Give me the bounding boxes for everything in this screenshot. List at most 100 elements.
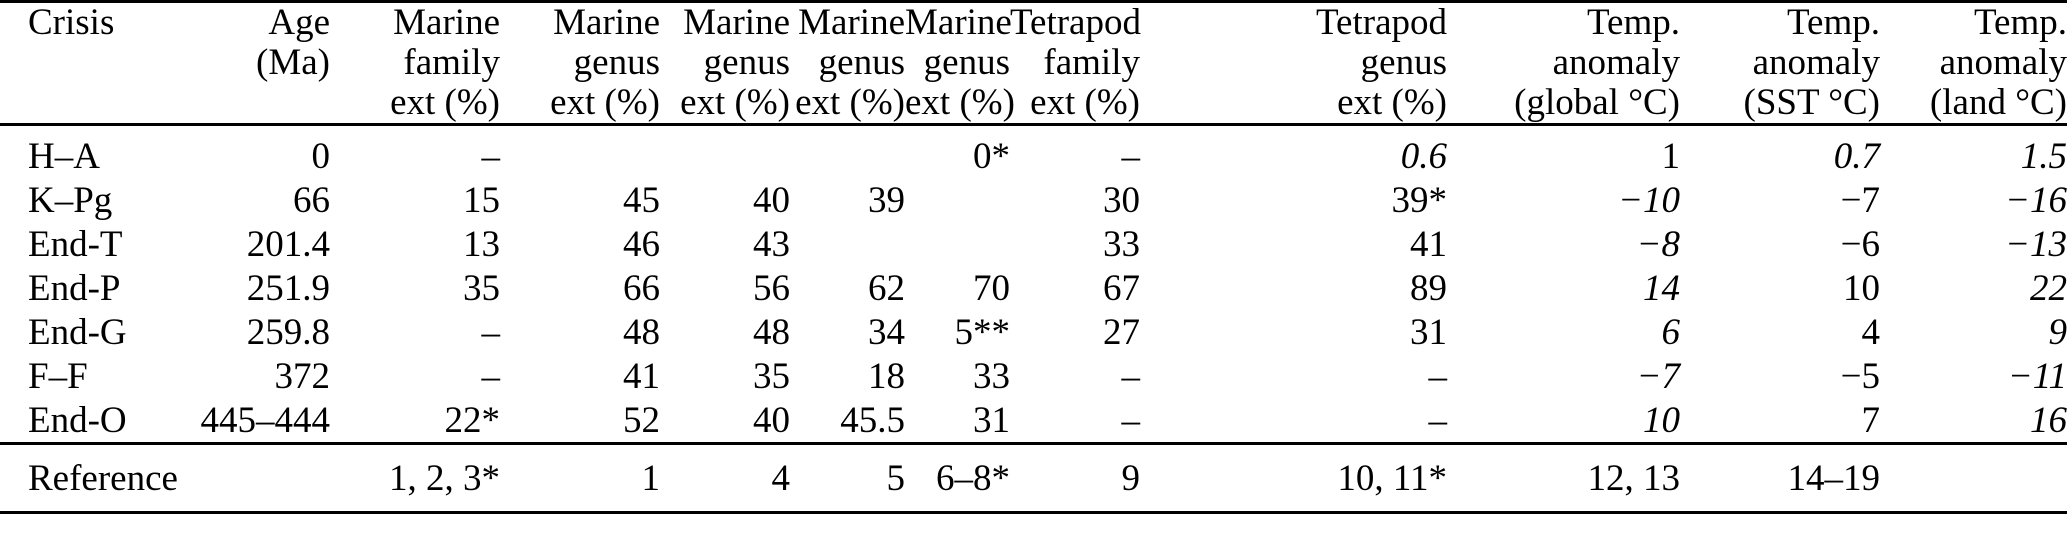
- header-line: family: [1043, 42, 1140, 83]
- table-cell-temp_anomaly_land: −11: [2007, 355, 2067, 397]
- table-cell-marine_genus_ext_2: 43: [753, 223, 790, 265]
- header-line: genus: [1360, 42, 1447, 83]
- table-row: End-P 251.9 35 66 56 62 70 67 89 14 10 22: [0, 266, 2067, 310]
- table-cell-temp_anomaly_land: 16: [2030, 399, 2067, 441]
- table-cell-age_ma: 445–444: [200, 399, 331, 441]
- table-cell-temp_anomaly_sst: 14–19: [1680, 442, 1880, 513]
- table-cell-temp_anomaly_land: 9: [2048, 311, 2067, 353]
- table-cell-temp_anomaly_global: 10: [1643, 399, 1680, 441]
- header-line: Marine: [905, 2, 1012, 43]
- header-line: family: [403, 42, 500, 83]
- table-cell-marine_family_ext: –: [481, 355, 501, 397]
- table-cell-age_ma: 66: [293, 179, 330, 221]
- table-cell-crisis: End-T: [28, 223, 123, 265]
- table-cell-temp_anomaly_global: −8: [1636, 223, 1680, 265]
- table-row: F–F 372 – 41 35 18 33 – – −7 −5 −11: [0, 354, 2067, 398]
- table-cell-marine_genus_ext_1: 45: [623, 179, 660, 221]
- header-line: (land °C): [1929, 82, 2067, 123]
- header-line: Temp.: [1787, 2, 1880, 43]
- table-cell-marine_genus_ext_3: 39: [868, 179, 905, 221]
- table-cell-marine_genus_ext_3: 18: [868, 355, 905, 397]
- table-cell-marine_genus_ext_2: 40: [753, 179, 790, 221]
- table-row: End-T 201.4 13 46 43 33 41 −8 −6 −13: [0, 222, 2067, 266]
- header-line: ext (%): [1337, 82, 1447, 123]
- table-header: Crisis Age (Ma) Marine family ext (%) Marine ge…: [0, 1, 2067, 126]
- table-cell-age_ma: 251.9: [246, 267, 330, 309]
- header-line: Temp.: [1974, 2, 2067, 43]
- header-line: Marine: [798, 2, 905, 43]
- table-cell-marine_genus_ext_3: [790, 222, 905, 266]
- header-line: ext (%): [390, 82, 500, 123]
- column-header-temp_anomaly_land: Temp. anomaly (land °C): [1880, 1, 2067, 126]
- table-body: H–A 0 – 0* – 0.6 1 0.7 1.5 K–Pg 66 15 45 40 39 30 39* −10…: [0, 125, 2067, 444]
- reference-row: Reference 1, 2, 3* 1 4 5 6–8* 9 10, 11* 12, 13 14…: [0, 442, 2067, 513]
- header-line: Age: [268, 2, 330, 43]
- table-cell-temp_anomaly_global: 14: [1643, 267, 1680, 309]
- column-header-tetrapod_family_ext: Tetrapod family ext (%): [1010, 1, 1141, 126]
- table-cell-tetrapod_family_ext: 27: [1103, 311, 1140, 353]
- table-cell-marine_genus_ext_4: 6–8*: [905, 442, 1010, 513]
- table-cell-temp_anomaly_global: 1: [1661, 135, 1681, 177]
- table-cell-tetrapod_genus_ext: 10, 11*: [1140, 442, 1447, 513]
- table-cell-tetrapod_family_ext: 9: [1010, 442, 1140, 513]
- table-cell-temp_anomaly_land: −13: [2005, 223, 2067, 265]
- table-cell-marine_genus_ext_4: 70: [973, 267, 1010, 309]
- table-cell-temp_anomaly_sst: 7: [1861, 399, 1881, 441]
- table-cell-tetrapod_family_ext: –: [1121, 135, 1141, 177]
- table-cell-marine_genus_ext_3: [790, 125, 905, 179]
- table-cell-tetrapod_family_ext: 33: [1103, 223, 1140, 265]
- table-cell-marine_family_ext: –: [481, 311, 501, 353]
- header-line: Temp.: [1587, 2, 1680, 43]
- table-cell-marine_genus_ext_4: 5**: [954, 311, 1011, 353]
- table-cell-temp_anomaly_global: 6: [1661, 311, 1681, 353]
- table-cell-temp_anomaly_global: −7: [1636, 355, 1680, 397]
- table-cell-marine_genus_ext_1: [500, 125, 660, 179]
- column-header-crisis: Crisis: [0, 1, 165, 126]
- header-line: genus: [923, 42, 1010, 83]
- column-header-temp_anomaly_sst: Temp. anomaly (SST °C): [1680, 1, 1880, 126]
- table-row: End-O 445–444 22* 52 40 45.5 31 – – 10 7 16: [0, 398, 2067, 444]
- header-line: genus: [573, 42, 660, 83]
- header-line: Marine: [393, 2, 500, 43]
- table-cell-marine_genus_ext_1: 52: [623, 399, 660, 441]
- header-line: anomaly: [1939, 42, 2067, 83]
- table-row: K–Pg 66 15 45 40 39 30 39* −10 −7 −16: [0, 178, 2067, 222]
- table-cell-temp_anomaly_sst: −7: [1840, 179, 1880, 221]
- column-header-age_ma: Age (Ma): [165, 1, 330, 126]
- table-cell-marine_genus_ext_4: 31: [973, 399, 1010, 441]
- table-cell-marine_genus_ext_2: 4: [660, 442, 790, 513]
- table-row: H–A 0 – 0* – 0.6 1 0.7 1.5: [0, 125, 2067, 179]
- table-cell-temp_anomaly_sst: 0.7: [1833, 135, 1880, 177]
- table-cell-tetrapod_genus_ext: –: [1428, 399, 1448, 441]
- table-cell-marine_genus_ext_1: 46: [623, 223, 660, 265]
- table-cell-age_ma: [165, 442, 330, 513]
- header-line: genus: [703, 42, 790, 83]
- table-cell-marine_genus_ext_3: 34: [868, 311, 905, 353]
- column-header-marine_genus_ext_4: Marine genus ext (%): [905, 1, 1015, 126]
- table-cell-age_ma: 372: [274, 355, 331, 397]
- table-cell-tetrapod_genus_ext: 31: [1410, 311, 1447, 353]
- table-cell-crisis: K–Pg: [28, 179, 113, 221]
- header-line: Marine: [683, 2, 790, 43]
- column-header-temp_anomaly_global: Temp. anomaly (global °C): [1447, 1, 1680, 126]
- crises-table: Crisis Age (Ma) Marine family ext (%) Marine ge…: [0, 0, 2067, 514]
- table-cell-marine_genus_ext_1: 48: [623, 311, 660, 353]
- header-line: ext (%): [795, 82, 905, 123]
- header-line: genus: [818, 42, 905, 83]
- table-cell-marine_genus_ext_2: [660, 125, 790, 179]
- table-cell-age_ma: 201.4: [246, 223, 330, 265]
- table-cell-marine_genus_ext_2: 48: [753, 311, 790, 353]
- table-cell-marine_genus_ext_4: 0*: [973, 135, 1010, 177]
- table-cell-crisis: H–A: [28, 135, 100, 177]
- table-cell-marine_genus_ext_1: 41: [623, 355, 660, 397]
- column-header-marine_genus_ext_1: Marine genus ext (%): [500, 1, 660, 126]
- table-cell-marine_genus_ext_2: 35: [753, 355, 790, 397]
- header-line: ext (%): [680, 82, 790, 123]
- table-cell-temp_anomaly_sst: −5: [1840, 355, 1880, 397]
- table-cell-temp_anomaly_sst: 10: [1843, 267, 1880, 309]
- header-line: anomaly: [1752, 42, 1880, 83]
- table-cell-tetrapod_family_ext: 30: [1103, 179, 1140, 221]
- table-cell-marine_genus_ext_3: 45.5: [840, 399, 905, 441]
- header-line: (SST °C): [1743, 82, 1880, 123]
